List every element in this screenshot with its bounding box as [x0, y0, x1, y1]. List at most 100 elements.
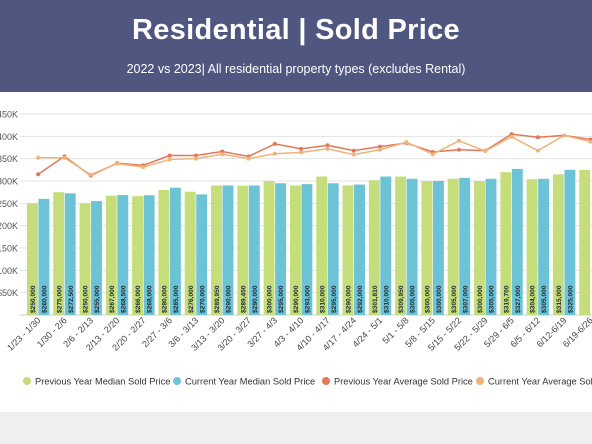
- bar-prev-median: [447, 178, 459, 315]
- bar-prev-median: [579, 169, 591, 315]
- line-cur-average-group: [36, 133, 592, 177]
- bar-cur-median: [222, 185, 234, 315]
- point-cur-average: [404, 140, 409, 145]
- y-tick-label: $150K: [0, 244, 18, 254]
- chart-subtitle: 2022 vs 2023| All residential property t…: [126, 62, 466, 76]
- label-prev-median: $289,950: [214, 285, 221, 313]
- point-cur-average: [483, 149, 488, 154]
- bar-prev-median: [500, 172, 512, 315]
- y-tick-label: $300K: [0, 177, 18, 187]
- label-cur-median: $295,000: [331, 285, 338, 313]
- y-tick-label: $200K: [0, 221, 18, 231]
- bar-prev-median: [421, 181, 433, 315]
- point-cur-average: [378, 147, 383, 152]
- bar-prev-median: [79, 203, 91, 315]
- label-prev-median: $319,700: [503, 285, 510, 313]
- bar-cur-median: [301, 184, 313, 315]
- bar-prev-median: [552, 174, 564, 315]
- bar-cur-median: [143, 195, 155, 315]
- label-cur-median: $310,000: [383, 285, 390, 313]
- label-cur-median: $290,000: [226, 285, 233, 313]
- label-cur-median: $270,000: [199, 285, 206, 313]
- bar-prev-median: [526, 179, 538, 315]
- point-prev-average: [378, 144, 383, 149]
- point-prev-average: [456, 147, 461, 152]
- legend-marker: [322, 377, 330, 385]
- bar-prev-median: [184, 191, 196, 315]
- label-cur-median: $268,000: [147, 285, 154, 313]
- y-tick-label: $350K: [0, 154, 18, 164]
- bar-prev-median: [26, 203, 38, 315]
- bar-cur-median: [380, 176, 392, 315]
- point-prev-average: [351, 148, 356, 153]
- legend-label: Previous Year Average Sold Price: [334, 377, 473, 387]
- label-cur-median: $292,000: [357, 285, 364, 313]
- x-tick-label: 1/23 - 1/30: [5, 315, 42, 352]
- point-cur-average: [325, 146, 330, 151]
- label-prev-median: $250,000: [83, 285, 90, 313]
- label-cur-median: $272,500: [68, 285, 75, 313]
- bar-prev-median: [132, 196, 144, 315]
- point-cur-average: [88, 172, 93, 177]
- y-tick-label: $50K: [0, 288, 18, 298]
- label-prev-median: $290,000: [346, 285, 353, 313]
- bar-cur-median: [432, 181, 444, 315]
- point-cur-average: [535, 148, 540, 153]
- line-prev-average: [37, 133, 591, 177]
- bar-cur-median: [485, 178, 497, 315]
- point-cur-average: [272, 151, 277, 156]
- bar-cur-median: [354, 184, 365, 315]
- bar-prev-median: [237, 185, 249, 315]
- label-prev-median: $300,000: [425, 285, 432, 313]
- label-cur-median: $293,000: [305, 285, 312, 313]
- bar-cur-median: [538, 178, 550, 315]
- bar-prev-median: [105, 195, 117, 315]
- point-prev-average: [535, 135, 540, 140]
- point-cur-average: [141, 165, 146, 170]
- bar-cur-median: [248, 185, 260, 315]
- point-cur-average: [351, 152, 356, 157]
- y-tick-label: $400K: [0, 132, 18, 142]
- line-cur-average: [38, 134, 591, 176]
- y-tick-label: $250K: [0, 199, 18, 209]
- point-cur-average: [588, 139, 592, 144]
- label-prev-median: $267,000: [109, 285, 116, 313]
- point-cur-average: [167, 157, 172, 162]
- label-cur-median: $305,000: [410, 285, 417, 313]
- label-prev-median: $310,000: [319, 285, 326, 313]
- label-cur-median: $295,000: [278, 285, 285, 313]
- bar-cur-median: [564, 169, 576, 315]
- label-prev-median: $280,000: [162, 285, 169, 313]
- legend-marker: [476, 377, 484, 385]
- bar-prev-median: [368, 180, 380, 315]
- bar-prev-median: [289, 185, 301, 315]
- point-prev-average: [36, 172, 41, 177]
- bar-cur-median: [406, 178, 418, 315]
- bar-cur-median: [275, 183, 287, 315]
- bar-prev-median: [342, 185, 354, 315]
- label-prev-median: $276,000: [188, 285, 195, 313]
- point-prev-average: [193, 153, 198, 158]
- bar-cur-median: [196, 194, 208, 315]
- legend-label: Previous Year Median Sold Price: [35, 377, 170, 387]
- label-cur-median: $285,000: [173, 285, 180, 313]
- point-cur-average: [299, 150, 304, 155]
- point-cur-average: [430, 152, 435, 157]
- point-cur-average: [456, 138, 461, 143]
- point-cur-average: [62, 155, 67, 160]
- label-prev-median: $289,450: [240, 285, 247, 313]
- chart-title: Residential | Sold Price: [132, 14, 460, 46]
- bars: $250,000 $260,000 $275,000 $272,500 $250,000…: [26, 168, 591, 315]
- legend-marker: [173, 377, 181, 385]
- label-cur-median: $290,000: [252, 285, 259, 313]
- bar-cur-median: [511, 168, 523, 315]
- label-cur-median: $325,000: [568, 285, 575, 313]
- title-banner: Residential | Sold Price 2022 vs 2023| A…: [0, 0, 592, 92]
- label-cur-median: $300,000: [436, 285, 443, 313]
- bar-prev-median: [263, 181, 275, 315]
- label-prev-median: $300,000: [267, 285, 274, 313]
- point-cur-average: [193, 156, 198, 161]
- bar-prev-median: [316, 176, 328, 315]
- label-prev-median: $304,000: [530, 285, 537, 313]
- label-prev-median: $275,000: [56, 285, 63, 313]
